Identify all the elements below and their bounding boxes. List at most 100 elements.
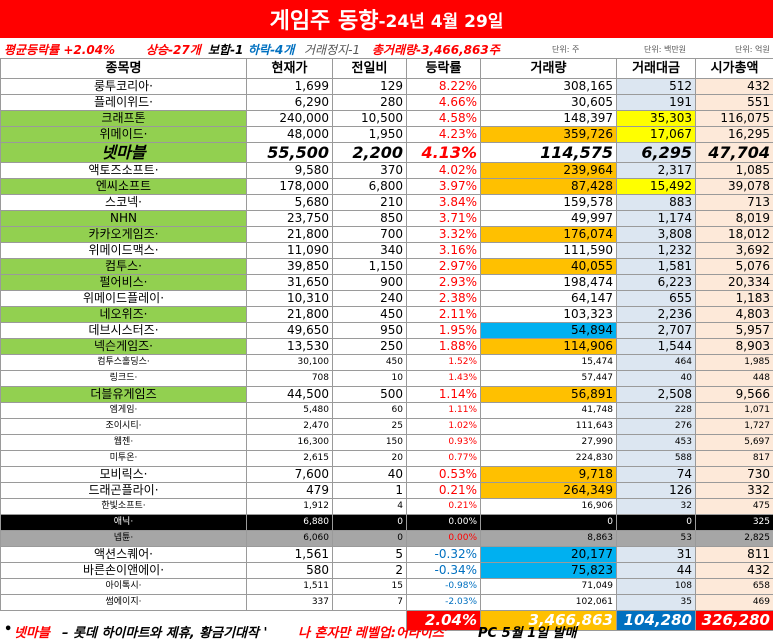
- change-rate: 4.23%: [407, 127, 481, 143]
- trade-value: 108: [617, 579, 696, 595]
- trade-volume: 15,474: [481, 355, 617, 371]
- change-rate: 0.53%: [407, 467, 481, 483]
- change-rate: 1.02%: [407, 419, 481, 435]
- unit-shares: 단위: 주: [552, 44, 579, 55]
- news-footer: • 넷마블 – 롯데 하이마트와 제휴, 황금기대작 ' 나 혼자만 레벨업:어…: [0, 620, 773, 640]
- trade-volume: 20,177: [481, 547, 617, 563]
- market-cap: 658: [696, 579, 773, 595]
- stock-name: 위메이드·: [1, 127, 247, 143]
- price-change: 850: [333, 211, 407, 227]
- trade-value: 126: [617, 483, 696, 499]
- stock-name: 엠게임·: [1, 403, 247, 419]
- trade-value: 32: [617, 499, 696, 515]
- current-price: 240,000: [247, 111, 333, 127]
- price-change: 15: [333, 579, 407, 595]
- current-price: 21,800: [247, 227, 333, 243]
- summary-flat: 보합-1: [208, 41, 243, 58]
- price-change: 340: [333, 243, 407, 259]
- unit-krw-million: 단위: 백만원: [644, 44, 686, 55]
- market-cap: 4,803: [696, 307, 773, 323]
- trade-volume: 8,863: [481, 531, 617, 547]
- trade-volume: 111,590: [481, 243, 617, 259]
- market-cap: 5,076: [696, 259, 773, 275]
- current-price: 49,650: [247, 323, 333, 339]
- change-rate: 3.71%: [407, 211, 481, 227]
- trade-volume: 64,147: [481, 291, 617, 307]
- footer-bullet: •: [4, 622, 12, 637]
- market-cap: 8,019: [696, 211, 773, 227]
- trade-volume: 40,055: [481, 259, 617, 275]
- trade-value: 883: [617, 195, 696, 211]
- stock-name: 액토즈소프트·: [1, 163, 247, 179]
- price-change: 60: [333, 403, 407, 419]
- trade-volume: 102,061: [481, 595, 617, 611]
- change-rate: 2.38%: [407, 291, 481, 307]
- price-change: 280: [333, 95, 407, 111]
- col-change-header: 전일비: [333, 59, 407, 79]
- price-change: 6,800: [333, 179, 407, 195]
- stock-name: 엔씨소프트: [1, 179, 247, 195]
- stock-name: NHN: [1, 211, 247, 227]
- market-cap: 817: [696, 451, 773, 467]
- market-cap: 1,183: [696, 291, 773, 307]
- trade-value: 512: [617, 79, 696, 95]
- current-price: 1,511: [247, 579, 333, 595]
- trade-volume: 87,428: [481, 179, 617, 195]
- current-price: 1,561: [247, 547, 333, 563]
- current-price: 2,615: [247, 451, 333, 467]
- price-change: 500: [333, 387, 407, 403]
- current-price: 7,600: [247, 467, 333, 483]
- change-rate: 2.93%: [407, 275, 481, 291]
- current-price: 44,500: [247, 387, 333, 403]
- stock-name: 컴투스홀딩스·: [1, 355, 247, 371]
- trade-volume: 57,447: [481, 371, 617, 387]
- trade-value: 1,232: [617, 243, 696, 259]
- trade-volume: 56,891: [481, 387, 617, 403]
- stock-name: 더블유게임즈: [1, 387, 247, 403]
- trade-value: 17,067: [617, 127, 696, 143]
- change-rate: 0.21%: [407, 483, 481, 499]
- price-change: 450: [333, 355, 407, 371]
- trade-volume: 159,578: [481, 195, 617, 211]
- trade-value: 588: [617, 451, 696, 467]
- market-cap: 332: [696, 483, 773, 499]
- market-cap: 16,295: [696, 127, 773, 143]
- trade-volume: 224,830: [481, 451, 617, 467]
- trade-value: 2,317: [617, 163, 696, 179]
- page-title: 게임주 동향 -24년 4월 29일: [0, 0, 773, 38]
- stock-table: 종목명 현재가 전일비 등락률 거래량 거래대금 시가총액 룽투코리아·1,69…: [0, 58, 773, 631]
- current-price: 21,800: [247, 307, 333, 323]
- current-price: 708: [247, 371, 333, 387]
- trade-value: 31: [617, 547, 696, 563]
- trade-volume: 27,990: [481, 435, 617, 451]
- trade-volume: 264,349: [481, 483, 617, 499]
- current-price: 5,680: [247, 195, 333, 211]
- change-rate: 3.97%: [407, 179, 481, 195]
- price-change: 900: [333, 275, 407, 291]
- trade-value: 15,492: [617, 179, 696, 195]
- market-cap: 713: [696, 195, 773, 211]
- price-change: 0: [333, 531, 407, 547]
- price-change: 950: [333, 323, 407, 339]
- change-rate: 0.77%: [407, 451, 481, 467]
- current-price: 13,530: [247, 339, 333, 355]
- trade-volume: 41,748: [481, 403, 617, 419]
- current-price: 39,850: [247, 259, 333, 275]
- current-price: 31,650: [247, 275, 333, 291]
- col-rate-header: 등락률: [407, 59, 481, 79]
- change-rate: 0.93%: [407, 435, 481, 451]
- price-change: 2: [333, 563, 407, 579]
